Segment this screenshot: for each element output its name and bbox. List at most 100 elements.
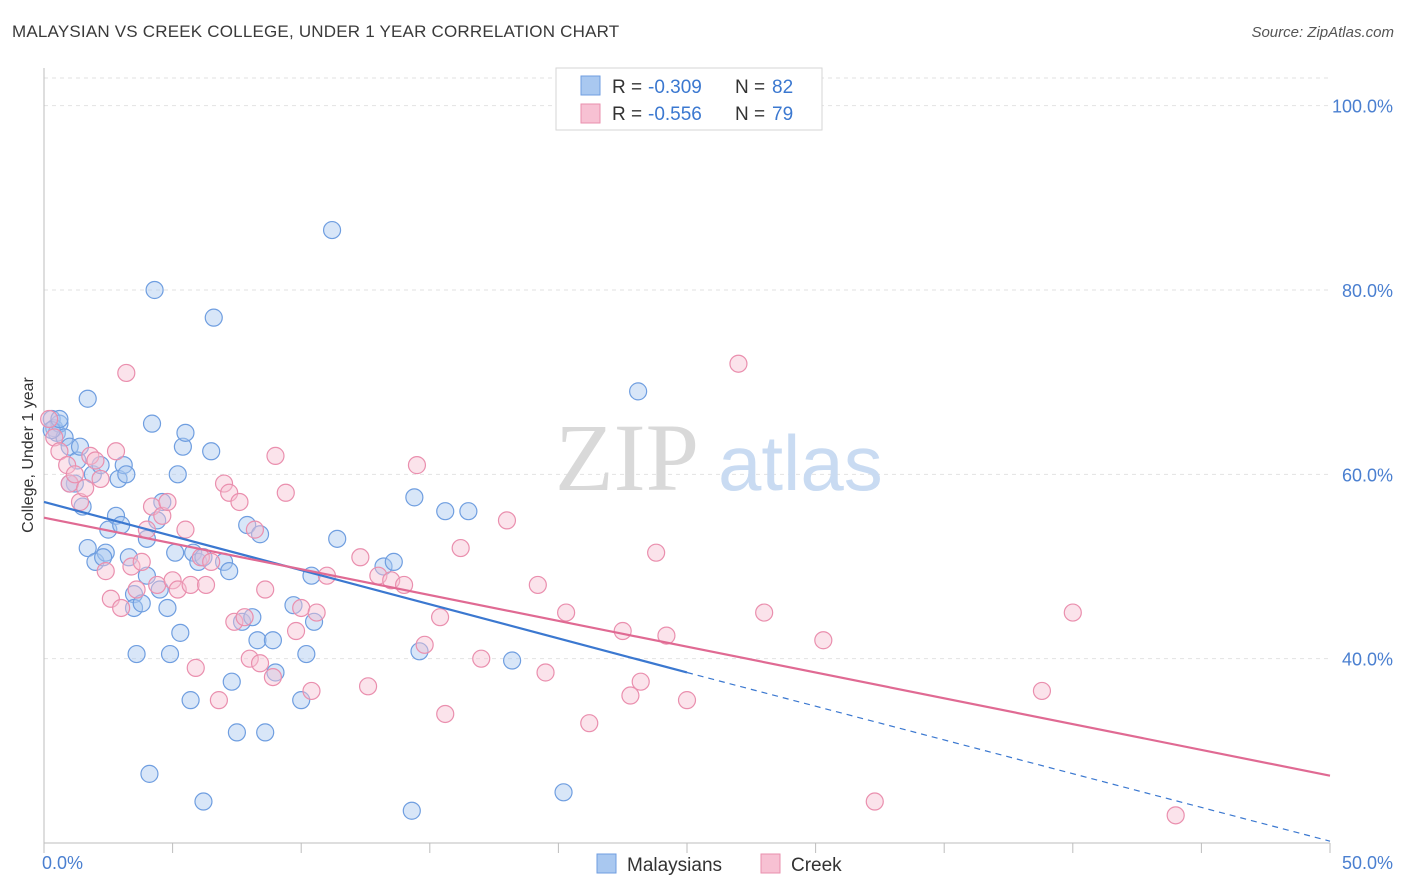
series-legend: Malaysians Creek: [596, 853, 842, 876]
creek-point: [96, 562, 115, 581]
creek-point: [230, 492, 249, 512]
correlation-legend: R = -0.309 N = 82 R = -0.556 N = 79: [555, 67, 823, 131]
creek-point: [153, 506, 172, 525]
creek-point: [657, 626, 676, 645]
malaysians-point: [328, 529, 347, 548]
x-tick-label: 0.0%: [42, 853, 83, 873]
creek-point: [497, 511, 517, 530]
malaysians-point: [243, 608, 262, 627]
creek-point: [117, 363, 136, 383]
creek-point: [76, 479, 95, 498]
creek-point: [407, 456, 427, 475]
creek-point: [528, 575, 547, 595]
creek-point: [196, 575, 216, 595]
creek-point: [580, 714, 599, 733]
creek-point: [235, 608, 254, 627]
malaysians-point: [459, 502, 478, 521]
malaysians-point: [256, 723, 275, 742]
malaysians-point: [322, 220, 342, 240]
malaysians-point: [153, 492, 172, 512]
malaysians-point: [78, 538, 97, 558]
y-tick-label: 80.0%: [1342, 281, 1393, 301]
malaysians-trend-line: [43, 500, 688, 674]
malaysians-point: [160, 644, 180, 664]
legend-r-label-2: R =: [612, 104, 642, 125]
x-tick-label: 50.0%: [1342, 853, 1393, 873]
creek-point: [292, 598, 311, 618]
creek-point: [677, 691, 697, 710]
malaysians-point: [384, 552, 403, 571]
malaysians-point: [78, 389, 97, 408]
malaysians-point: [292, 691, 311, 710]
malaysians-point: [297, 644, 316, 664]
malaysians-point: [204, 308, 223, 327]
malaysians-point: [405, 488, 424, 507]
creek-point: [286, 621, 306, 641]
malaysians-point: [202, 442, 221, 461]
creek-point: [106, 442, 126, 461]
creek-point: [240, 649, 259, 668]
creek-point: [40, 409, 59, 429]
creek-point: [132, 552, 151, 571]
creek-point: [101, 589, 120, 608]
creek-point: [50, 442, 69, 461]
malaysians-point: [248, 631, 267, 650]
legend-r-value-1: -0.309: [648, 77, 702, 98]
legend-n-value-1: 82: [772, 77, 793, 98]
chart-title: MALAYSIAN VS CREEK COLLEGE, UNDER 1 YEAR…: [12, 22, 620, 41]
malaysians-point: [117, 465, 136, 484]
legend-r-value-2: -0.556: [648, 104, 702, 125]
malaysians-point: [222, 672, 241, 691]
creek-point: [536, 663, 555, 682]
malaysians-point: [374, 557, 393, 576]
creek-point: [472, 649, 491, 668]
creek-point: [250, 654, 270, 673]
legend-n-label-1: N =: [735, 77, 765, 98]
malaysians-point: [629, 382, 648, 401]
creek-point: [430, 608, 450, 627]
creek-point: [112, 598, 131, 618]
creek-point: [631, 672, 650, 691]
legend-swatch-creek-bottom: [760, 853, 781, 874]
creek-point: [613, 621, 632, 641]
creek-point: [1063, 603, 1082, 622]
legend-swatch-malaysians-bottom: [596, 853, 617, 874]
creek-point: [186, 658, 205, 677]
creek-point: [755, 603, 774, 622]
malaysians-point: [140, 764, 159, 783]
creek-point: [814, 631, 833, 650]
creek-point: [1166, 806, 1185, 825]
malaysians-point: [220, 562, 239, 581]
creek-point: [436, 704, 455, 724]
creek-point: [266, 446, 285, 465]
creek-point: [65, 465, 84, 484]
malaysians-point: [127, 644, 146, 664]
malaysians-point: [402, 801, 421, 820]
legend-label-creek: Creek: [791, 855, 842, 876]
legend-swatch-malaysians: [580, 75, 601, 96]
malaysians-point: [60, 437, 79, 456]
creek-point: [302, 681, 321, 701]
legend-r-label-1: R =: [612, 77, 642, 98]
creek-point: [214, 474, 234, 493]
creek-point: [45, 428, 64, 447]
creek-point: [127, 580, 146, 599]
creek-point: [86, 451, 105, 470]
y-tick-label: 40.0%: [1342, 650, 1393, 670]
creek-point: [647, 543, 666, 562]
creek-point: [729, 354, 748, 373]
malaysians-point: [176, 423, 195, 442]
y-axis-label: College, Under 1 year: [20, 377, 37, 533]
creek-point: [276, 483, 295, 502]
creek-point: [256, 580, 275, 599]
creek-point: [148, 575, 167, 595]
creek-point: [91, 469, 110, 489]
creek-point: [1032, 681, 1052, 701]
malaysians-point: [158, 598, 177, 618]
creek-point: [181, 575, 200, 595]
malaysians-point: [181, 691, 200, 710]
malaysians-point: [173, 437, 192, 456]
malaysians-point: [194, 792, 213, 811]
malaysians-point: [554, 783, 573, 802]
